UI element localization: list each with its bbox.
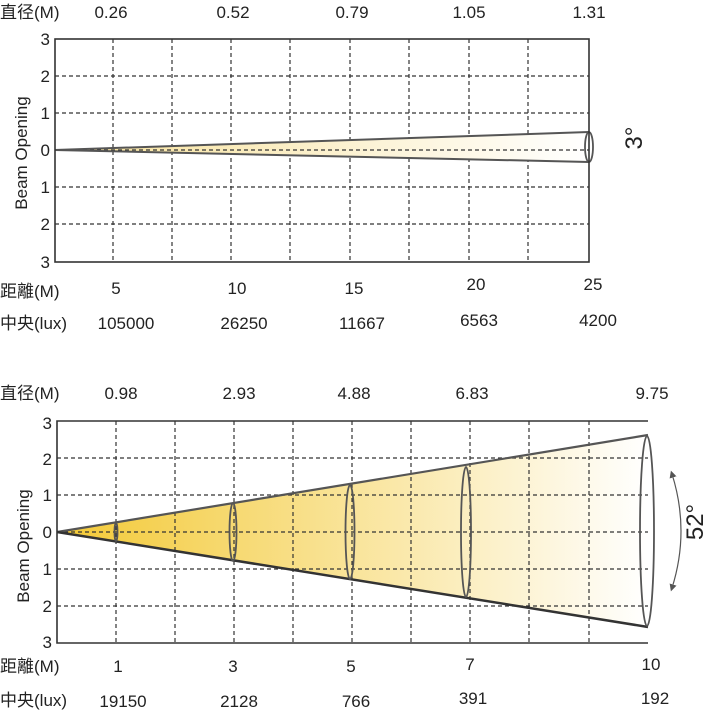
diameter-value: 0.98	[104, 384, 137, 403]
distance-value: 1	[113, 657, 122, 676]
grid	[55, 39, 589, 262]
distance-value: 7	[465, 655, 474, 674]
distance-title: 距離(M)	[0, 282, 59, 301]
y-tick-label: 3	[43, 633, 52, 652]
diameter-title: 直径(M)	[0, 384, 59, 403]
lux-title: 中央(lux)	[0, 691, 67, 710]
distance-value: 25	[584, 275, 603, 294]
lux-value: 105000	[98, 314, 155, 333]
beam-ellipse	[113, 522, 119, 542]
grid	[57, 421, 648, 643]
beam-cone	[57, 435, 648, 627]
beam-ellipse	[639, 435, 655, 627]
y-tick-label: 1	[43, 486, 52, 505]
angle-label: 3°	[621, 127, 648, 150]
y-tick-label: 1	[41, 178, 50, 197]
lux-value: 26250	[220, 314, 267, 333]
diameter-value: 6.83	[455, 384, 488, 403]
y-ticks: 3 2 1 0 1 2 3	[43, 414, 52, 652]
distance-value: 15	[345, 279, 364, 298]
lux-value: 11667	[339, 314, 385, 333]
plot-frame	[54, 38, 590, 263]
y-tick-label: 2	[41, 67, 50, 86]
lux-values: 19150 2128 766 391 192	[99, 689, 669, 711]
diameter-values: 0.26 0.52 0.79 1.05 1.31	[94, 3, 605, 22]
lux-value: 192	[641, 689, 669, 708]
panel-narrow: 直径(M) 0.26 0.52 0.79 1.05 1.31	[0, 3, 648, 333]
distance-value: 10	[228, 279, 247, 298]
distance-value: 5	[111, 279, 120, 298]
beam-ellipse	[460, 466, 472, 598]
diameter-value: 4.88	[337, 384, 370, 403]
y-tick-label: 2	[43, 450, 52, 469]
panel-wide: 直径(M) 0.98 2.93 4.88 6.83 9.75	[0, 384, 709, 711]
diameter-value: 9.75	[635, 384, 668, 403]
y-tick-label: 3	[43, 414, 52, 433]
lux-value: 391	[459, 689, 487, 708]
diameter-values: 0.98 2.93 4.88 6.83 9.75	[104, 384, 668, 403]
distance-value: 5	[346, 657, 355, 676]
beam-ellipse	[228, 502, 238, 562]
diameter-value: 0.52	[216, 3, 249, 22]
lux-value: 766	[342, 692, 370, 711]
y-ticks: 3 2 1 0 1 2 3	[41, 30, 50, 272]
beam-edge-lower	[56, 530, 649, 629]
beam-edge-upper	[54, 131, 590, 151]
lux-value: 2128	[220, 692, 258, 711]
angle-arrow	[669, 470, 682, 592]
y-axis-label: Beam Opening	[14, 489, 33, 602]
distance-value: 10	[642, 655, 661, 674]
angle-label: 52°	[682, 504, 709, 540]
y-tick-label: 1	[41, 104, 50, 123]
y-tick-label: 2	[41, 215, 50, 234]
diameter-value: 0.26	[94, 3, 127, 22]
distance-value: 3	[228, 657, 237, 676]
beam-cone	[55, 132, 589, 162]
diameter-value: 0.79	[335, 3, 368, 22]
diameter-title: 直径(M)	[0, 3, 59, 22]
distance-values: 1 3 5 7 10	[113, 655, 660, 676]
lux-value: 4200	[579, 311, 617, 330]
plot-frame	[56, 420, 648, 644]
beam-ellipse	[344, 484, 356, 580]
y-tick-label: 0	[43, 523, 52, 542]
distance-values: 5 10 15 20 25	[111, 275, 602, 298]
y-tick-label: 2	[43, 597, 52, 616]
beam-edge-upper	[56, 433, 649, 534]
beam-edge-lower	[54, 149, 590, 163]
lux-values: 105000 26250 11667 6563 4200	[98, 311, 617, 333]
lux-value: 19150	[99, 692, 146, 711]
lux-value: 6563	[460, 311, 498, 330]
y-tick-label: 1	[43, 560, 52, 579]
diameter-value: 1.31	[572, 3, 605, 22]
lux-title: 中央(lux)	[0, 314, 67, 333]
y-tick-label: 3	[41, 30, 50, 49]
diameter-value: 2.93	[222, 384, 255, 403]
beam-ellipses	[113, 435, 655, 627]
distance-title: 距離(M)	[0, 657, 59, 676]
y-tick-label: 0	[41, 141, 50, 160]
distance-value: 20	[467, 275, 486, 294]
diameter-value: 1.05	[452, 3, 485, 22]
y-tick-label: 3	[41, 253, 50, 272]
y-axis-label: Beam Opening	[12, 96, 31, 209]
